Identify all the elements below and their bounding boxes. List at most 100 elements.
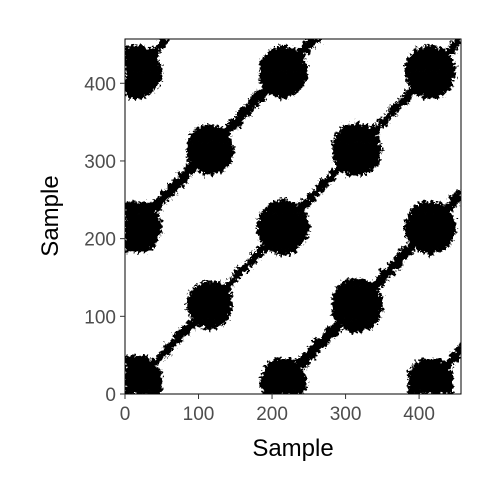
recurrence-cell	[239, 112, 243, 117]
recurrence-cell	[197, 163, 201, 167]
recurrence-cell	[189, 163, 193, 167]
recurrence-cell	[354, 317, 358, 321]
recurrence-cell	[130, 92, 134, 96]
recurrence-cell	[449, 361, 453, 365]
recurrence-cell	[223, 284, 227, 288]
recurrence-cell	[158, 44, 162, 49]
recurrence-cell	[237, 275, 241, 280]
recurrence-cell	[346, 320, 350, 324]
recurrence-cell	[220, 305, 224, 309]
recurrence-cell	[144, 62, 148, 67]
recurrence-cell	[430, 53, 434, 58]
recurrence-cell	[223, 160, 227, 164]
recurrence-cell	[262, 92, 266, 96]
recurrence-cell	[153, 225, 157, 229]
recurrence-cell	[234, 115, 238, 120]
recurrence-cell	[133, 388, 137, 392]
recurrence-cell	[150, 77, 154, 81]
recurrence-cell	[368, 142, 372, 146]
recurrence-cell	[444, 53, 448, 58]
recurrence-cell	[265, 219, 269, 223]
recurrence-cell	[136, 74, 140, 78]
recurrence-cell	[284, 252, 288, 256]
recurrence-cell	[298, 62, 302, 67]
recurrence-cell	[262, 59, 266, 64]
recurrence-cell	[365, 296, 369, 300]
recurrence-cell	[139, 92, 143, 96]
recurrence-cell	[284, 361, 288, 365]
recurrence-cell	[203, 136, 207, 140]
y-tick-label: 100	[84, 307, 116, 328]
recurrence-cell	[130, 361, 134, 365]
recurrence-cell	[242, 115, 246, 120]
recurrence-cell	[195, 323, 199, 327]
recurrence-cell	[276, 370, 280, 374]
recurrence-cell	[419, 71, 423, 75]
recurrence-cell	[295, 207, 299, 211]
recurrence-cell	[295, 361, 299, 365]
recurrence-cell	[332, 308, 336, 312]
recurrence-cell	[267, 213, 271, 217]
recurrence-cell	[150, 246, 154, 250]
recurrence-cell	[424, 228, 428, 232]
recurrence-cell	[228, 302, 232, 306]
recurrence-cell	[153, 80, 157, 84]
recurrence-cell	[141, 53, 145, 58]
recurrence-cell	[223, 287, 227, 291]
recurrence-cell	[287, 373, 291, 377]
recurrence-cell	[435, 71, 439, 75]
recurrence-cell	[127, 92, 131, 96]
x-tick-label: 400	[403, 404, 435, 425]
recurrence-cell	[231, 121, 235, 126]
recurrence-cell	[363, 160, 367, 164]
recurrence-cell	[203, 284, 207, 288]
recurrence-cell	[360, 293, 364, 297]
recurrence-cell	[435, 53, 439, 58]
recurrence-cell	[133, 80, 137, 84]
recurrence-cell	[349, 296, 353, 300]
recurrence-cell	[444, 83, 448, 87]
recurrence-cell	[276, 228, 280, 232]
recurrence-cell	[262, 373, 266, 377]
recurrence-cell	[237, 269, 241, 274]
recurrence-cell	[449, 216, 453, 220]
recurrence-cell	[136, 80, 140, 84]
recurrence-cell	[144, 56, 148, 61]
recurrence-cell	[413, 92, 417, 96]
recurrence-cell	[447, 358, 451, 362]
recurrence-cell	[416, 231, 420, 235]
recurrence-cell	[371, 299, 375, 303]
recurrence-cell	[416, 376, 420, 380]
recurrence-cell	[374, 127, 378, 132]
recurrence-cell	[195, 290, 199, 294]
recurrence-cell	[147, 53, 151, 58]
recurrence-cell	[284, 83, 288, 87]
recurrence-cell	[421, 83, 425, 87]
recurrence-cell	[332, 311, 336, 315]
recurrence-cell	[332, 151, 336, 155]
recurrence-cell	[402, 249, 406, 253]
recurrence-cell	[189, 311, 193, 315]
recurrence-cell	[217, 130, 221, 135]
recurrence-cell	[262, 388, 266, 392]
recurrence-cell	[284, 59, 288, 64]
recurrence-cell	[153, 358, 157, 362]
recurrence-cell	[421, 50, 425, 55]
recurrence-cell	[130, 373, 134, 377]
recurrence-cell	[234, 118, 238, 123]
recurrence-cell	[192, 314, 196, 318]
recurrence-cell	[139, 83, 143, 87]
recurrence-cell	[351, 133, 355, 138]
recurrence-cell	[223, 308, 227, 312]
recurrence-cell	[444, 219, 448, 223]
recurrence-cell	[438, 231, 442, 235]
recurrence-cell	[421, 68, 425, 72]
recurrence-cell	[301, 71, 305, 75]
recurrence-cell	[365, 302, 369, 306]
recurrence-cell	[133, 382, 137, 386]
recurrence-cell	[307, 47, 311, 52]
recurrence-cell	[270, 207, 274, 211]
recurrence-cell	[447, 225, 451, 229]
recurrence-cell	[130, 216, 134, 220]
recurrence-cell	[438, 222, 442, 226]
